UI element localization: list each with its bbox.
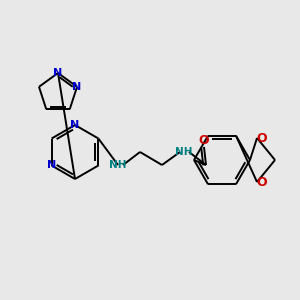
Text: O: O [257,176,267,188]
Text: NH: NH [109,160,127,170]
Text: NH: NH [175,147,193,157]
Text: N: N [53,68,63,78]
Text: O: O [257,131,267,145]
Text: O: O [199,134,209,146]
Text: N: N [72,82,82,92]
Text: N: N [47,160,56,170]
Text: N: N [70,120,80,130]
